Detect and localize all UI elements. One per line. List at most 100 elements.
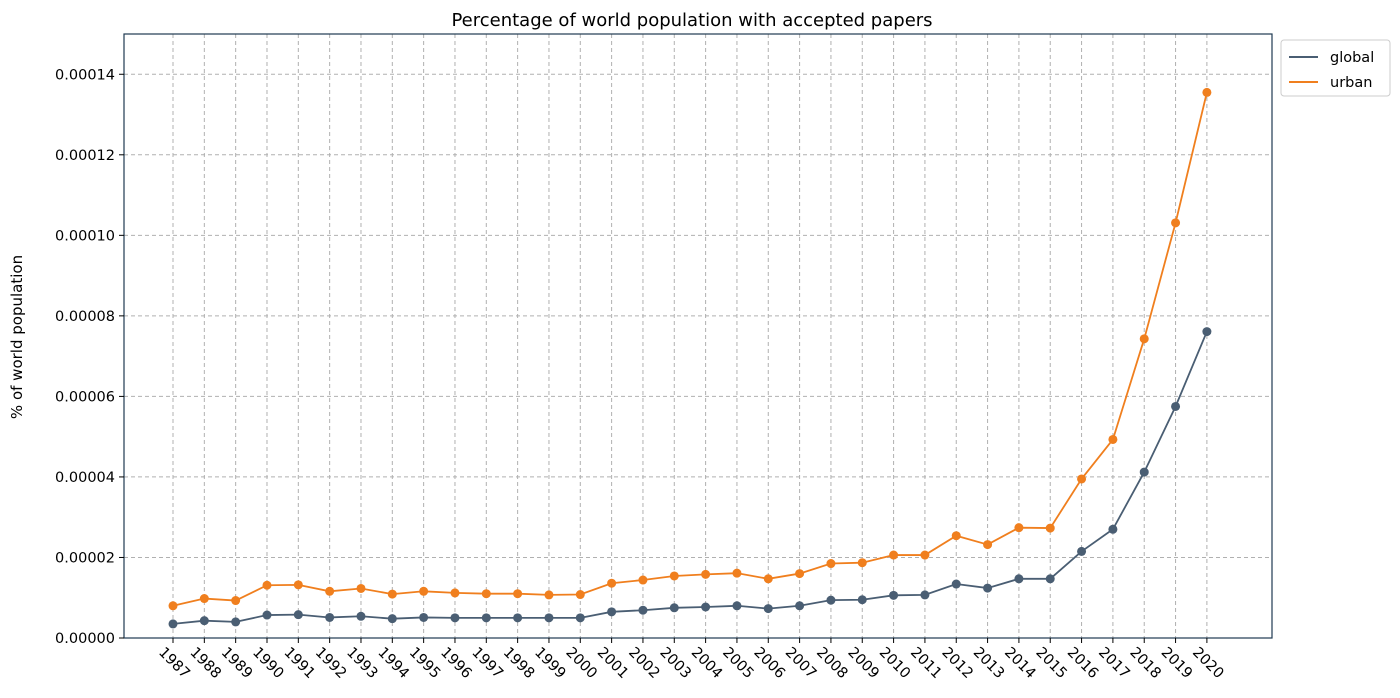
y-tick-label: 0.00004: [55, 470, 115, 486]
data-point-urban: [1139, 334, 1149, 344]
x-tick-label: 2013: [970, 645, 1007, 682]
x-axis-ticks: 1987198819891990199119921993199419951996…: [155, 638, 1226, 682]
series-line-global: [172, 331, 1208, 625]
x-tick-label: 2019: [1158, 645, 1195, 682]
y-axis-ticks: 0.00000 0.00002 0.00004 0.00006 0.00008 0.000…: [55, 67, 124, 647]
data-point-global: [701, 602, 711, 612]
series-urban: [168, 87, 1212, 611]
data-point-global: [951, 579, 961, 589]
data-point-global: [231, 617, 241, 627]
data-point-global: [1077, 546, 1087, 556]
data-point-urban: [701, 569, 711, 579]
data-point-global: [1171, 401, 1181, 411]
x-tick-label: 2018: [1126, 645, 1163, 682]
data-point-global: [732, 601, 742, 611]
data-point-global: [1139, 467, 1149, 477]
data-point-global: [1108, 524, 1118, 534]
data-point-urban: [513, 589, 523, 599]
x-tick-label: 2005: [719, 645, 756, 682]
data-point-urban: [419, 586, 429, 596]
data-point-global: [638, 605, 648, 615]
data-point-urban: [262, 580, 272, 590]
data-point-urban: [231, 596, 241, 606]
data-point-global: [513, 613, 523, 623]
data-point-global: [450, 613, 460, 623]
data-point-global: [857, 595, 867, 605]
data-point-global: [669, 603, 679, 613]
data-point-urban: [607, 578, 617, 588]
y-tick-label: 0.00008: [55, 309, 115, 325]
data-point-global: [544, 613, 554, 623]
x-tick-label: 1988: [187, 645, 224, 682]
x-tick-label: 1995: [406, 645, 443, 682]
y-tick-label: 0.00006: [55, 389, 115, 405]
data-point-urban: [481, 589, 491, 599]
x-tick-label: 2000: [562, 645, 599, 682]
x-tick-label: 2014: [1001, 645, 1038, 682]
data-point-global: [607, 607, 617, 617]
data-point-global: [356, 611, 366, 621]
data-point-urban: [638, 575, 648, 585]
data-point-global: [1014, 574, 1024, 584]
data-point-urban: [575, 590, 585, 600]
x-tick-label: 2006: [750, 645, 787, 682]
data-point-global: [325, 612, 335, 622]
x-tick-label: 1992: [312, 645, 349, 682]
data-point-global: [920, 590, 930, 600]
x-tick-label: 2010: [876, 645, 913, 682]
data-point-urban: [1077, 474, 1087, 484]
x-tick-label: 2020: [1189, 645, 1226, 682]
legend-label-global: global: [1330, 50, 1374, 66]
data-point-global: [387, 614, 397, 624]
data-point-global: [575, 613, 585, 623]
x-tick-label: 2004: [688, 645, 725, 682]
data-point-urban: [1171, 218, 1181, 228]
data-point-global: [983, 583, 993, 593]
data-point-global: [262, 610, 272, 620]
legend: global urban: [1280, 39, 1391, 97]
data-point-global: [889, 590, 899, 600]
x-tick-label: 1990: [249, 645, 286, 682]
data-point-global: [795, 601, 805, 611]
data-point-urban: [983, 540, 993, 550]
data-point-urban: [1014, 523, 1024, 533]
data-point-urban: [826, 559, 836, 569]
data-point-urban: [356, 583, 366, 593]
data-point-urban: [325, 586, 335, 596]
x-tick-label: 2002: [625, 645, 662, 682]
chart-title: Percentage of world population with acce…: [451, 10, 932, 31]
data-point-global: [1202, 327, 1212, 337]
x-tick-label: 2009: [844, 645, 881, 682]
y-tick-label: 0.00014: [55, 67, 115, 83]
grid: [124, 34, 1272, 638]
data-point-urban: [732, 568, 742, 578]
data-point-urban: [889, 550, 899, 560]
x-tick-label: 2016: [1064, 645, 1101, 682]
x-tick-label: 1989: [218, 645, 255, 682]
data-point-global: [763, 604, 773, 614]
x-tick-label: 1996: [437, 645, 474, 682]
x-tick-label: 1993: [343, 645, 380, 682]
x-tick-label: 2011: [907, 645, 944, 682]
data-point-urban: [669, 571, 679, 581]
data-point-urban: [795, 569, 805, 579]
x-tick-label: 2015: [1032, 645, 1069, 682]
data-point-global: [419, 612, 429, 622]
x-tick-label: 1999: [531, 645, 568, 682]
y-tick-label: 0.00010: [55, 228, 115, 244]
data-point-urban: [1108, 434, 1118, 444]
data-point-global: [199, 616, 209, 626]
x-tick-label: 2017: [1095, 645, 1132, 682]
x-tick-label: 2008: [813, 645, 850, 682]
series-line-urban: [172, 92, 1208, 607]
x-tick-label: 1991: [280, 645, 317, 682]
x-tick-label: 2003: [656, 645, 693, 682]
data-point-urban: [920, 550, 930, 560]
data-point-urban: [1045, 523, 1055, 533]
data-point-global: [168, 619, 178, 629]
data-point-global: [293, 610, 303, 620]
data-point-urban: [293, 580, 303, 590]
x-tick-label: 2007: [782, 645, 819, 682]
data-point-urban: [1202, 87, 1212, 97]
